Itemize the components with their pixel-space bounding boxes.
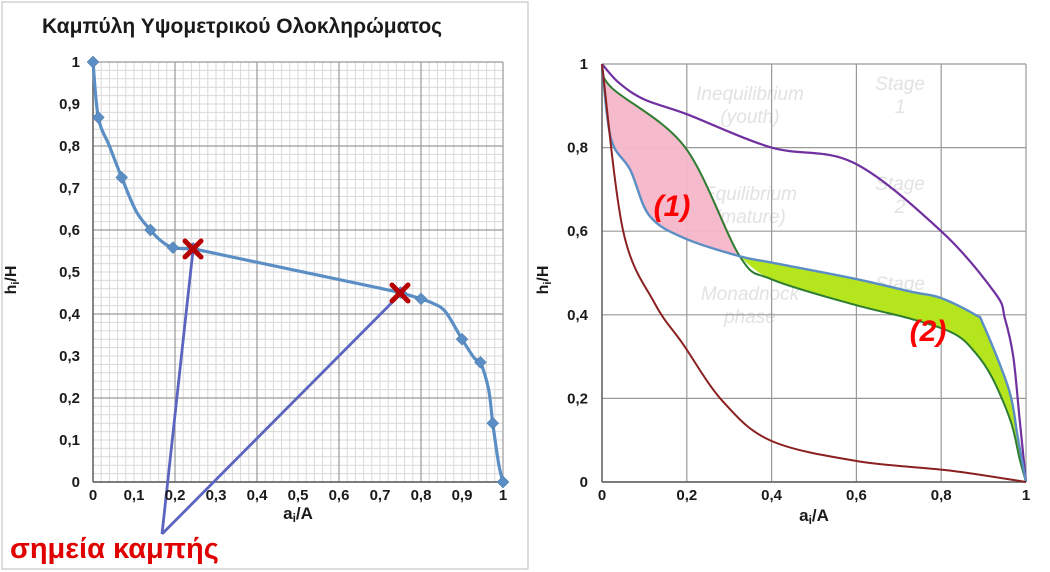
svg-text:0,2: 0,2 xyxy=(165,487,186,504)
svg-text:hi/H: hi/H xyxy=(3,266,22,295)
svg-text:(2): (2) xyxy=(910,315,947,348)
svg-text:0,7: 0,7 xyxy=(370,487,391,504)
svg-text:0,6: 0,6 xyxy=(59,222,80,239)
svg-text:0,8: 0,8 xyxy=(931,487,952,504)
svg-text:0,5: 0,5 xyxy=(288,487,309,504)
svg-text:0,6: 0,6 xyxy=(329,487,350,504)
svg-text:0: 0 xyxy=(72,474,80,491)
svg-text:0: 0 xyxy=(580,474,588,491)
svg-text:(1): (1) xyxy=(654,190,691,223)
svg-text:Monadnock: Monadnock xyxy=(701,284,801,305)
svg-text:1: 1 xyxy=(72,54,80,71)
svg-text:0,2: 0,2 xyxy=(676,487,697,504)
svg-text:0: 0 xyxy=(89,487,97,504)
svg-text:Stage: Stage xyxy=(875,74,925,95)
svg-text:σημεία καμπής: σημεία καμπής xyxy=(10,533,219,565)
svg-text:1: 1 xyxy=(499,487,507,504)
svg-text:(youth): (youth) xyxy=(720,107,779,128)
svg-text:Stage: Stage xyxy=(875,174,925,195)
svg-text:1: 1 xyxy=(580,56,588,73)
svg-text:2: 2 xyxy=(894,197,906,218)
svg-text:0,5: 0,5 xyxy=(59,264,80,281)
svg-text:ai/A: ai/A xyxy=(283,504,313,525)
svg-text:ai/A: ai/A xyxy=(799,506,829,527)
svg-text:0,8: 0,8 xyxy=(567,140,588,157)
svg-text:0,6: 0,6 xyxy=(846,487,867,504)
svg-text:0,4: 0,4 xyxy=(567,307,589,324)
svg-text:0,4: 0,4 xyxy=(59,306,81,323)
svg-text:0,4: 0,4 xyxy=(247,487,269,504)
svg-text:0,2: 0,2 xyxy=(567,390,588,407)
svg-text:0,3: 0,3 xyxy=(206,487,227,504)
svg-text:phase: phase xyxy=(723,307,776,328)
svg-text:0,9: 0,9 xyxy=(452,487,473,504)
svg-text:0,1: 0,1 xyxy=(124,487,145,504)
svg-text:0,2: 0,2 xyxy=(59,390,80,407)
svg-text:0: 0 xyxy=(598,487,606,504)
svg-text:1: 1 xyxy=(895,97,906,118)
svg-text:0,6: 0,6 xyxy=(567,223,588,240)
svg-text:Inequilibrium: Inequilibrium xyxy=(696,84,804,105)
svg-text:0,3: 0,3 xyxy=(59,348,80,365)
svg-text:hi/H: hi/H xyxy=(535,266,554,295)
svg-text:0,8: 0,8 xyxy=(411,487,432,504)
svg-text:0,9: 0,9 xyxy=(59,96,80,113)
svg-text:0,8: 0,8 xyxy=(59,138,80,155)
svg-text:1: 1 xyxy=(1022,487,1030,504)
svg-text:0,7: 0,7 xyxy=(59,180,80,197)
svg-text:0,1: 0,1 xyxy=(59,432,80,449)
svg-text:Equilibrium: Equilibrium xyxy=(703,184,797,205)
svg-text:0,4: 0,4 xyxy=(761,487,783,504)
svg-text:Καμπύλη Υψομετρικού Ολοκληρώμα: Καμπύλη Υψομετρικού Ολοκληρώματος xyxy=(42,15,442,38)
